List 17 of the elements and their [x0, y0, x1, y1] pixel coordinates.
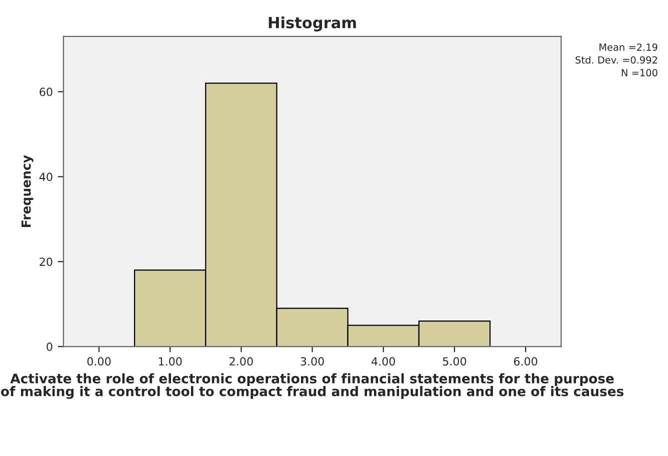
x-tick-label: 1.00	[158, 357, 182, 366]
y-tick-label: 0	[46, 342, 52, 351]
text: Std. Dev. =0.992	[576, 56, 658, 64]
x-tick-label: 0.00	[87, 357, 111, 366]
x-axis-title: Activate the role of electronic operations of financial statements for the purpose of making it a control tool to compact fraud and manipulation and one of its causes	[1, 373, 624, 399]
x-tick-label: 3.00	[300, 357, 324, 366]
x-tick-label: 4.00	[372, 357, 396, 366]
x-tick-label: 6.00	[514, 357, 538, 366]
text: Mean =2.19	[600, 43, 658, 51]
y-tick-label: 40	[39, 172, 52, 182]
x-tick-label: 2.00	[230, 357, 253, 366]
x-tick-label: 5.00	[442, 357, 466, 366]
y-tick-label: 60	[40, 88, 52, 96]
chart-title: Histogram	[268, 16, 356, 32]
text: N =100	[622, 69, 658, 76]
y-tick-label: 20	[40, 258, 52, 266]
y-axis-title: Frequency	[22, 155, 34, 227]
